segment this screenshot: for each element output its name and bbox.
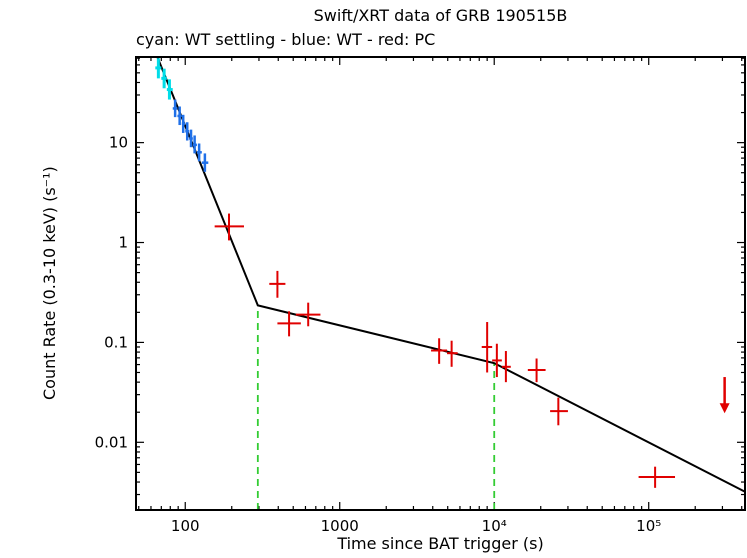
upper-limit-arrow xyxy=(719,377,730,414)
y-tick-label: 1 xyxy=(118,234,128,252)
tick-labels: 100 1000 10⁴ 10⁵ 0.01 0.1 1 10 xyxy=(95,134,662,535)
x-tick-label: 1000 xyxy=(321,517,359,535)
arrow-head-icon xyxy=(719,403,730,414)
y-tick-label: 0.1 xyxy=(104,333,128,351)
y-tick-label: 10 xyxy=(109,134,128,152)
y-axis-label: Count Rate (0.3-10 keV) (s⁻¹) xyxy=(40,166,59,400)
break-time-lines xyxy=(256,305,496,510)
x-axis-label: Time since BAT trigger (s) xyxy=(337,534,544,553)
chart-subtitle: cyan: WT settling - blue: WT - red: PC xyxy=(136,30,436,49)
y-tick-label: 0.01 xyxy=(95,433,128,451)
axis-ticks xyxy=(136,57,745,510)
series-pc xyxy=(214,213,676,488)
chart-title: Swift/XRT data of GRB 190515B xyxy=(313,6,568,25)
series-wt-settling xyxy=(155,58,173,100)
model-line xyxy=(156,56,746,493)
x-tick-label: 10⁵ xyxy=(636,517,661,535)
x-tick-label: 10⁴ xyxy=(482,517,507,535)
series-wt xyxy=(172,99,209,172)
plot-frame xyxy=(135,56,746,511)
x-tick-label: 100 xyxy=(171,517,200,535)
